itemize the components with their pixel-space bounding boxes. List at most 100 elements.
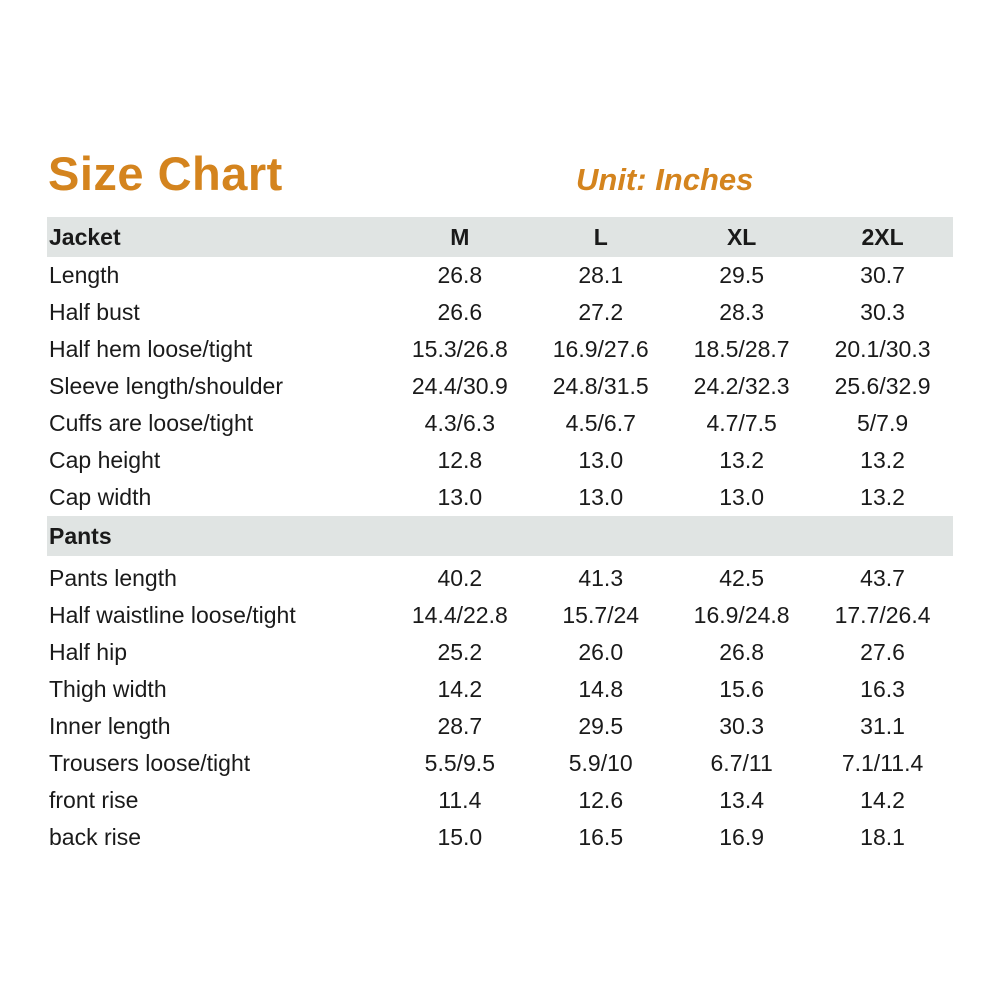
table-cell: 13.2 [719,447,765,473]
row-label: back rise [49,824,142,850]
table-cell: 30.3 [860,299,905,325]
table-cell: 14.2 [437,676,483,702]
table-cell: 29.5 [578,713,624,739]
size-header-m: M [450,223,470,250]
table-row: Cuffs are loose/tight 4.3/6.3 4.5/6.7 4.7/7… [47,405,953,442]
table-cell: 12.6 [578,787,624,813]
table-cell: 5/7.9 [856,410,909,436]
table-row: Half bust 26.6 27.2 28.3 30.3 [47,294,953,331]
size-header-xl: XL [726,223,757,250]
table-cell: 16.9/24.8 [693,602,790,628]
table-row: back rise 15.0 16.5 16.9 18.1 [47,819,953,856]
table-cell: 13.0 [578,484,624,510]
table-cell: 13.0 [719,484,765,510]
table-cell: 26.8 [437,262,483,288]
table-cell: 26.8 [719,639,765,665]
table-row: front rise 11.4 12.6 13.4 14.2 [47,782,953,819]
unit-label: Unit: Inches [576,162,754,197]
row-label: Trousers loose/tight [49,750,251,776]
row-label: Pants length [49,565,177,591]
table-cell: 31.1 [860,713,905,739]
table-cell: 26.6 [437,299,483,325]
table-cell: 18.5/28.7 [693,336,790,362]
section-label-pants: Pants [49,522,112,549]
table-row: Thigh width 14.2 14.8 15.6 16.3 [47,671,953,708]
table-cell: 16.5 [578,824,624,850]
table-cell: 24.8/31.5 [552,373,649,399]
row-label: Half hem loose/tight [49,336,253,362]
row-label: Inner length [49,713,171,739]
table-row: Half hip 25.2 26.0 26.8 27.6 [47,634,953,671]
size-header-2xl: 2XL [861,223,904,250]
table-cell: 7.1/11.4 [841,750,924,776]
section-row-pants: Pants [47,516,953,556]
table-cell: 42.5 [719,565,765,591]
table-row: Half hem loose/tight 15.3/26.8 16.9/27.6 18… [47,331,953,368]
table-cell: 5.5/9.5 [424,750,495,776]
table-cell: 30.7 [860,262,905,288]
table-row: Cap height 12.8 13.0 13.2 13.2 [47,442,953,479]
row-label: Thigh width [49,676,167,702]
row-label: Cap width [49,484,152,510]
table-cell: 11.4 [438,787,482,813]
table-cell: 14.4/22.8 [411,602,508,628]
table-cell: 13.0 [578,447,624,473]
table-cell: 43.7 [860,565,905,591]
row-label: Length [49,262,120,288]
row-label: Cap height [49,447,161,473]
table-cell: 5.9/10 [568,750,633,776]
row-label: Half waistline loose/tight [49,602,296,628]
table-cell: 15.0 [437,824,483,850]
table-cell: 13.0 [437,484,483,510]
table-cell: 16.3 [860,676,905,702]
table-cell: 30.3 [719,713,765,739]
table-row: Pants length 40.2 41.3 42.5 43.7 [47,560,953,597]
row-label: Half hip [49,639,127,665]
table-row: Cap width 13.0 13.0 13.0 13.2 [47,479,953,516]
table-cell: 13.2 [860,447,905,473]
section-label-jacket: Jacket [49,223,121,250]
table-cell: 40.2 [437,565,483,591]
table-cell: 16.9 [719,824,765,850]
table-cell: 4.3/6.3 [424,410,495,436]
table-cell: 28.3 [719,299,765,325]
row-label: Cuffs are loose/tight [49,410,254,436]
table-cell: 4.7/7.5 [706,410,777,436]
row-label: Half bust [49,299,140,325]
table-row: Trousers loose/tight 5.5/9.5 5.9/10 6.7/11 7… [47,745,953,782]
table-cell: 4.5/6.7 [565,410,636,436]
table-cell: 25.6/32.9 [834,373,931,399]
table-header-row: Jacket M L XL 2XL [47,217,953,257]
table-cell: 12.8 [437,447,483,473]
table-cell: 28.1 [578,262,624,288]
row-label: Sleeve length/shoulder [49,373,283,399]
size-table: Jacket M L XL 2XL Length 26.8 28.1 29.5 30.7… [47,217,953,856]
table-cell: 16.9/27.6 [552,336,649,362]
table-cell: 15.3/26.8 [411,336,508,362]
table-row: Inner length 28.7 29.5 30.3 31.1 [47,708,953,745]
table-cell: 15.7/24 [562,602,640,628]
table-cell: 24.4/30.9 [411,373,508,399]
table-cell: 13.4 [719,787,765,813]
table-cell: 24.2/32.3 [693,373,790,399]
table-cell: 27.6 [860,639,905,665]
table-cell: 26.0 [578,639,624,665]
table-cell: 27.2 [578,299,624,325]
table-cell: 6.7/11 [710,750,773,776]
table-cell: 18.1 [860,824,905,850]
table-row: Half waistline loose/tight 14.4/22.8 15.7/… [47,597,953,634]
pants-rows: Pants length 40.2 41.3 42.5 43.7 Half waistli… [47,560,953,856]
table-cell: 17.7/26.4 [834,602,931,628]
table-cell: 20.1/30.3 [834,336,931,362]
table-row: Sleeve length/shoulder 24.4/30.9 24.8/31.5… [47,368,953,405]
table-cell: 29.5 [719,262,765,288]
page-title: Size Chart [48,147,283,200]
table-cell: 14.2 [860,787,905,813]
table-cell: 15.6 [719,676,765,702]
size-header-l: L [593,223,608,250]
table-cell: 28.7 [437,713,483,739]
table-cell: 14.8 [578,676,624,702]
row-label: front rise [49,787,139,813]
jacket-rows: Length 26.8 28.1 29.5 30.7 Half bust 26.6 27.2 2… [47,257,953,516]
table-cell: 13.2 [860,484,905,510]
